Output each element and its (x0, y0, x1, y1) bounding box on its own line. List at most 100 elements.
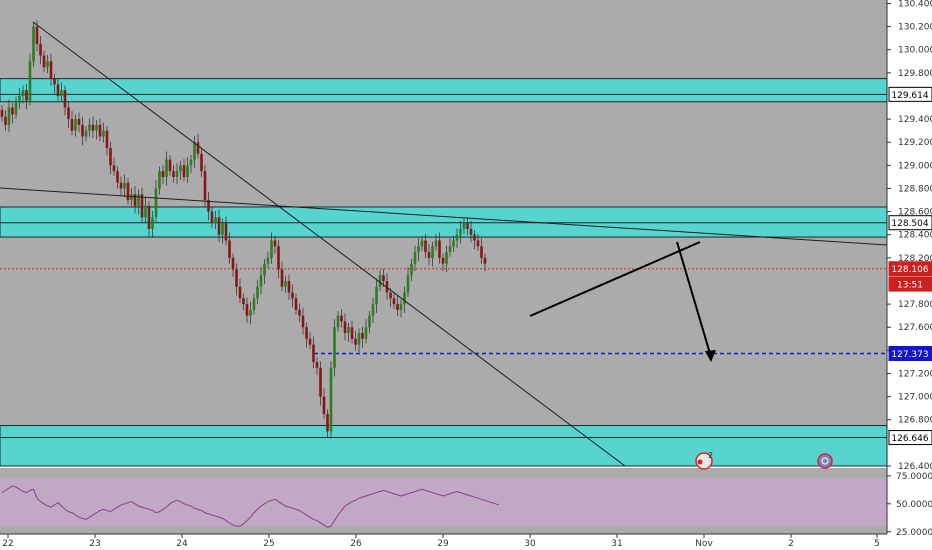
candle-body[interactable] (4, 116, 7, 125)
candle-body[interactable] (305, 327, 308, 339)
candle-body[interactable] (221, 223, 224, 235)
candle-body[interactable] (431, 246, 434, 258)
candle-body[interactable] (28, 61, 32, 101)
candle-body[interactable] (406, 275, 410, 293)
candle-body[interactable] (53, 78, 56, 85)
candle-body[interactable] (70, 119, 74, 131)
candle-body[interactable] (427, 252, 431, 258)
candle-body[interactable] (207, 200, 210, 212)
candle-body[interactable] (74, 119, 77, 131)
event-icon-2[interactable]: 2 (695, 451, 713, 470)
candle-body[interactable] (340, 315, 343, 322)
candle-body[interactable] (336, 315, 340, 328)
candle-body[interactable] (200, 153, 203, 172)
price-label-box[interactable] (888, 86, 932, 102)
candle-body[interactable] (238, 286, 242, 299)
candle-body[interactable] (224, 223, 228, 241)
candle-body[interactable] (25, 90, 28, 101)
candle-body[interactable] (63, 90, 67, 108)
candle-body[interactable] (469, 228, 473, 235)
candle-body[interactable] (133, 194, 137, 206)
candle-body[interactable] (364, 327, 368, 339)
candle-body[interactable] (56, 84, 60, 96)
candle-body[interactable] (105, 130, 109, 149)
trend-drawings[interactable] (0, 21, 888, 467)
candle-body[interactable] (413, 252, 417, 264)
candle-body[interactable] (14, 102, 18, 115)
candle-body[interactable] (410, 263, 413, 276)
candle-body[interactable] (361, 333, 364, 339)
candle-body[interactable] (147, 205, 151, 229)
candle-body[interactable] (196, 142, 200, 154)
candle-body[interactable] (273, 240, 277, 247)
candle-body[interactable] (382, 275, 385, 281)
candle-body[interactable] (445, 252, 448, 264)
candle-body[interactable] (350, 327, 354, 339)
candle-body[interactable] (35, 26, 39, 44)
candle-body[interactable] (266, 257, 270, 264)
price-label-box[interactable] (888, 276, 932, 292)
candle-body[interactable] (312, 344, 315, 362)
triangle-support-line[interactable] (529, 241, 701, 317)
candle-body[interactable] (466, 223, 469, 229)
trendline-down[interactable] (32, 21, 626, 467)
candle-body[interactable] (263, 263, 266, 276)
candle-body[interactable] (298, 309, 301, 316)
candle-body[interactable] (280, 269, 284, 287)
candle-body[interactable] (452, 240, 455, 247)
candle-body[interactable] (182, 165, 186, 177)
candle-body[interactable] (102, 130, 105, 137)
candle-body[interactable] (459, 228, 462, 235)
candle-body[interactable] (228, 240, 231, 258)
candle-body[interactable] (151, 217, 154, 229)
candle-body[interactable] (179, 165, 182, 172)
candle-body[interactable] (294, 298, 298, 310)
candle-body[interactable] (441, 257, 445, 264)
candle-body[interactable] (333, 327, 336, 368)
candle-body[interactable] (242, 298, 245, 305)
candle-body[interactable] (172, 171, 175, 177)
candle-body[interactable] (434, 240, 438, 247)
candle-body[interactable] (259, 275, 263, 287)
zone-2[interactable] (0, 425, 888, 467)
candle-body[interactable] (291, 292, 294, 299)
candle-body[interactable] (84, 130, 88, 137)
candle-body[interactable] (476, 240, 480, 247)
candle-body[interactable] (354, 338, 357, 345)
candle-body[interactable] (161, 171, 165, 177)
candle-body[interactable] (165, 159, 168, 177)
candle-body[interactable] (301, 315, 305, 328)
candle-body[interactable] (368, 315, 371, 328)
candle-body[interactable] (112, 165, 116, 172)
candle-body[interactable] (343, 321, 347, 334)
candle-body[interactable] (88, 124, 91, 131)
candle-body[interactable] (329, 367, 333, 432)
candle-body[interactable] (357, 333, 361, 345)
candle-body[interactable] (424, 240, 427, 253)
candle-body[interactable] (109, 148, 112, 166)
candle-body[interactable] (245, 304, 249, 316)
candle-body[interactable] (140, 194, 144, 218)
candle-body[interactable] (0, 109, 4, 117)
candle-body[interactable] (448, 246, 452, 253)
candle-body[interactable] (119, 182, 123, 189)
candle-body[interactable] (319, 367, 322, 397)
candle-body[interactable] (308, 338, 312, 345)
candle-body[interactable] (284, 280, 287, 287)
candle-body[interactable] (67, 107, 70, 120)
candle-body[interactable] (375, 286, 378, 305)
candle-body[interactable] (403, 292, 406, 305)
candle-body[interactable] (7, 107, 11, 125)
candle-body[interactable] (137, 194, 140, 206)
candle-body[interactable] (231, 257, 235, 270)
candle-body[interactable] (462, 223, 466, 229)
candle-body[interactable] (42, 55, 46, 68)
zone-1[interactable] (0, 206, 888, 238)
rsi-line[interactable] (1, 485, 500, 528)
candle-body[interactable] (46, 61, 49, 68)
candle-body[interactable] (235, 269, 238, 287)
zone-0[interactable] (0, 78, 888, 103)
candle-body[interactable] (32, 26, 35, 62)
candle-body[interactable] (417, 246, 420, 253)
candle-body[interactable] (270, 240, 273, 258)
